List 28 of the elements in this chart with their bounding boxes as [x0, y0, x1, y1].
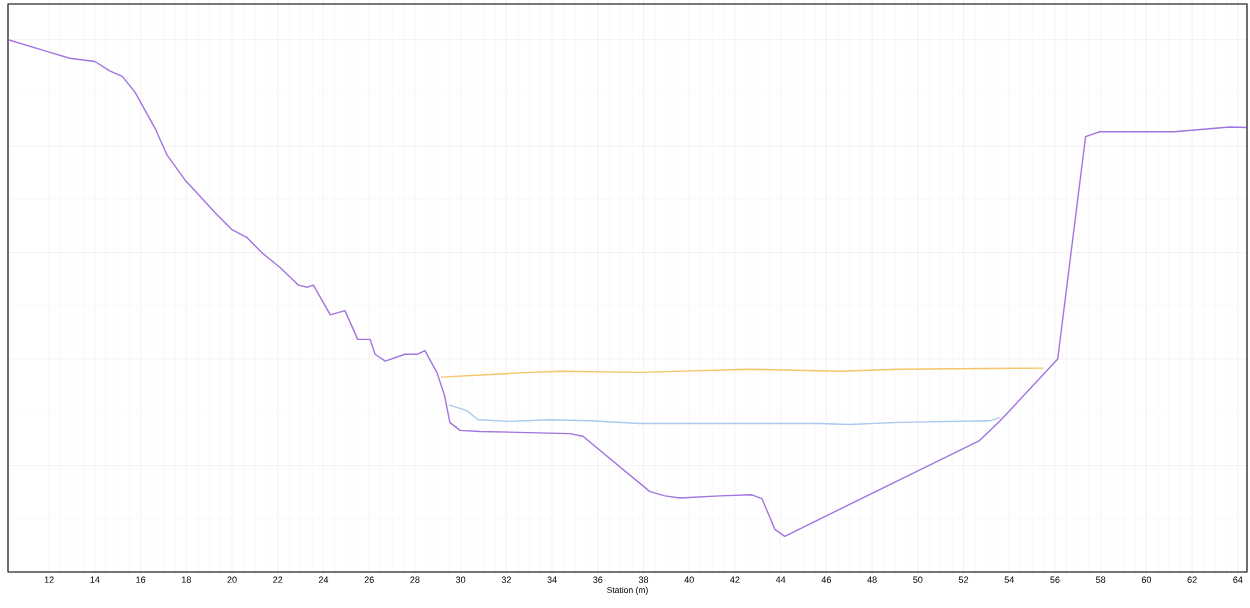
x-tick-label: 50 — [913, 576, 923, 583]
x-tick-label: 14 — [90, 576, 100, 583]
x-tick-label: 56 — [1050, 576, 1060, 583]
x-tick-label: 22 — [273, 576, 283, 583]
x-tick-label: 36 — [593, 576, 603, 583]
x-axis-title: Station (m) — [607, 586, 648, 595]
x-tick-label: 18 — [181, 576, 191, 583]
x-tick-label: 60 — [1141, 576, 1152, 583]
x-tick-label: 16 — [136, 576, 146, 583]
x-tick-label: 62 — [1187, 576, 1197, 583]
x-tick-label: 26 — [364, 576, 374, 583]
x-tick-label: 34 — [547, 576, 557, 583]
x-tick-label: 48 — [867, 576, 877, 583]
x-tick-label: 40 — [684, 576, 694, 583]
x-tick-label: 64 — [1233, 576, 1243, 583]
x-tick-label: 54 — [1004, 576, 1014, 583]
x-tick-label: 28 — [410, 576, 420, 583]
x-tick-label: 42 — [730, 576, 740, 583]
x-tick-label: 20 — [227, 576, 237, 583]
x-tick-label: 32 — [501, 576, 511, 583]
x-tick-label: 38 — [638, 576, 649, 583]
x-tick-label: 46 — [821, 576, 831, 583]
x-tick-label: 58 — [1096, 576, 1106, 583]
x-tick-label: 44 — [775, 576, 786, 583]
x-tick-label: 12 — [44, 576, 54, 583]
x-tick-label: 30 — [455, 576, 466, 583]
x-tick-label: 52 — [958, 576, 969, 583]
x-tick-label: 24 — [318, 576, 329, 583]
